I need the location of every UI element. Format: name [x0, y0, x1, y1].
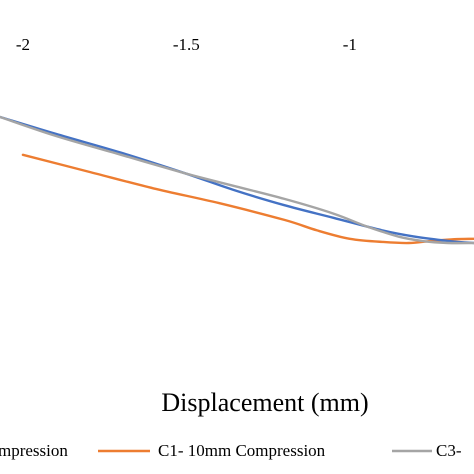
- x-tick-label: -1: [343, 35, 357, 54]
- series-line-1: [0, 115, 474, 245]
- series-line-3: [0, 115, 474, 245]
- x-tick-label: -2: [16, 35, 30, 54]
- legend-label-2: C1- 10mm Compression: [158, 441, 326, 460]
- series-lines: [0, 115, 474, 245]
- legend-label-3: C3-: [436, 441, 462, 460]
- series-line-2: [21, 153, 474, 245]
- legend: mpression C1- 10mm Compression C3-: [0, 441, 462, 460]
- legend-label-1: mpression: [0, 441, 68, 460]
- x-tick-labels: -2 -1.5 -1: [16, 35, 357, 54]
- x-tick-label: -1.5: [173, 35, 200, 54]
- x-axis-label: Displacement (mm): [161, 388, 368, 417]
